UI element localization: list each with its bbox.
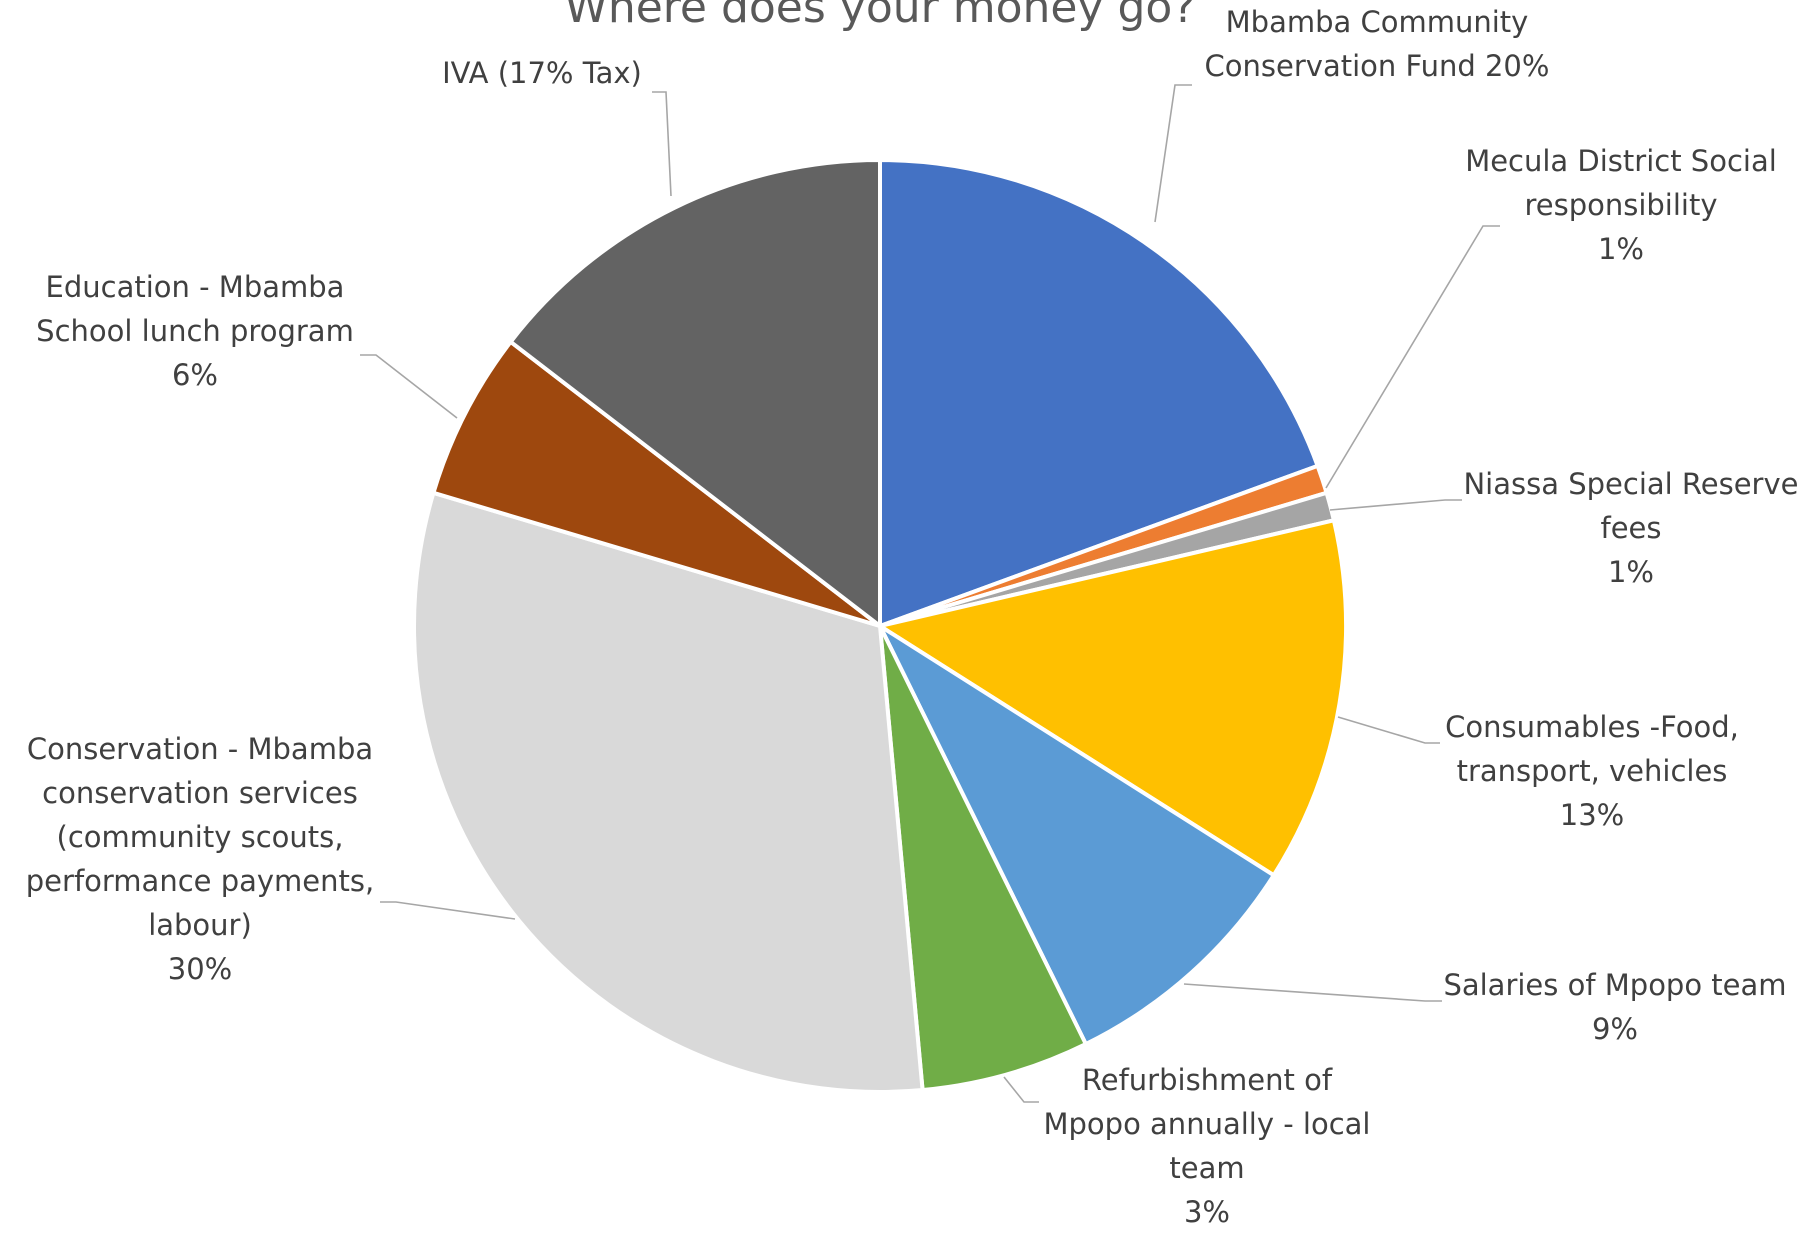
slice-label-line: 3% <box>1184 1195 1230 1229</box>
slice-label: Niassa Special Reserve fees 1% <box>1463 467 1798 589</box>
slice-label-line: performance payments, <box>26 864 374 898</box>
slice-label-line: conservation services <box>42 776 358 810</box>
slice-label-line: Mecula District Social <box>1465 144 1777 178</box>
slice-label-line: School lunch program <box>36 314 354 348</box>
slice-label: Mecula District Social responsibility 1% <box>1465 144 1777 266</box>
slice-label-line: Consumables -Food, <box>1445 710 1739 744</box>
leader-line <box>1183 983 1442 1002</box>
slice-label-line: Conservation - Mbamba <box>27 732 373 766</box>
leader-line <box>1325 225 1500 489</box>
slice-label: Salaries of Mpopo team 9% <box>1443 968 1786 1046</box>
slice-label: Refurbishment of Mpopo annually - local te… <box>1044 1063 1371 1229</box>
slice-label-line: 1% <box>1598 232 1644 266</box>
pie-slice <box>878 157 1321 629</box>
slice-label-line: Conservation Fund 20% <box>1205 49 1550 83</box>
pie-slice <box>874 517 1348 878</box>
slice-label-line: team <box>1169 1151 1244 1185</box>
slice-label-line: (community scouts, <box>57 820 344 854</box>
leader-line <box>1154 84 1192 223</box>
slice-label-line: labour) <box>148 908 252 942</box>
leader-line <box>360 354 458 419</box>
leader-line <box>1337 716 1440 744</box>
slice-label-line: 1% <box>1608 555 1654 589</box>
chart-title: Where does your money go? <box>564 0 1195 33</box>
slice-label-line: Education - Mbamba <box>46 270 345 304</box>
pie-slice <box>878 625 1089 1093</box>
pie-slice <box>875 620 1277 1047</box>
slice-label: IVA (17% Tax) <box>442 56 642 90</box>
pie-slice <box>412 490 925 1094</box>
slice-label-line: Mpopo annually - local <box>1044 1107 1371 1141</box>
slice-label: Education - Mbamba School lunch program 6% <box>36 270 354 392</box>
slice-label-line: 13% <box>1560 798 1624 832</box>
leader-lines <box>360 84 1500 1103</box>
slice-labels: Mbamba Community Conservation Fund 20% Mec… <box>26 5 1798 1229</box>
leader-line <box>1329 499 1462 511</box>
slice-label: Conservation - Mbamba conservation servic… <box>26 732 374 986</box>
pie-slices <box>412 157 1348 1094</box>
slice-label-line: Mbamba Community <box>1226 5 1529 39</box>
leader-line <box>1003 1076 1039 1103</box>
slice-label: Mbamba Community Conservation Fund 20% <box>1205 5 1550 83</box>
slice-label-line: Salaries of Mpopo team <box>1443 968 1786 1002</box>
leader-line <box>380 901 516 920</box>
slice-label-line: transport, vehicles <box>1457 754 1728 788</box>
slice-label-line: 9% <box>1592 1012 1638 1046</box>
pie-slice <box>507 157 882 631</box>
slice-label: Consumables -Food, transport, vehicles 13% <box>1445 710 1739 832</box>
slice-label-line: responsibility <box>1524 188 1717 222</box>
slice-label-line: Niassa Special Reserve <box>1463 467 1798 501</box>
slice-label-line: IVA (17% Tax) <box>442 56 642 90</box>
slice-label-line: fees <box>1600 511 1661 545</box>
leader-line <box>652 91 672 197</box>
slice-label-line: Refurbishment of <box>1082 1063 1333 1097</box>
slice-label-line: 30% <box>168 952 232 986</box>
slice-label-line: 6% <box>172 358 218 392</box>
pie-slice <box>430 339 882 628</box>
